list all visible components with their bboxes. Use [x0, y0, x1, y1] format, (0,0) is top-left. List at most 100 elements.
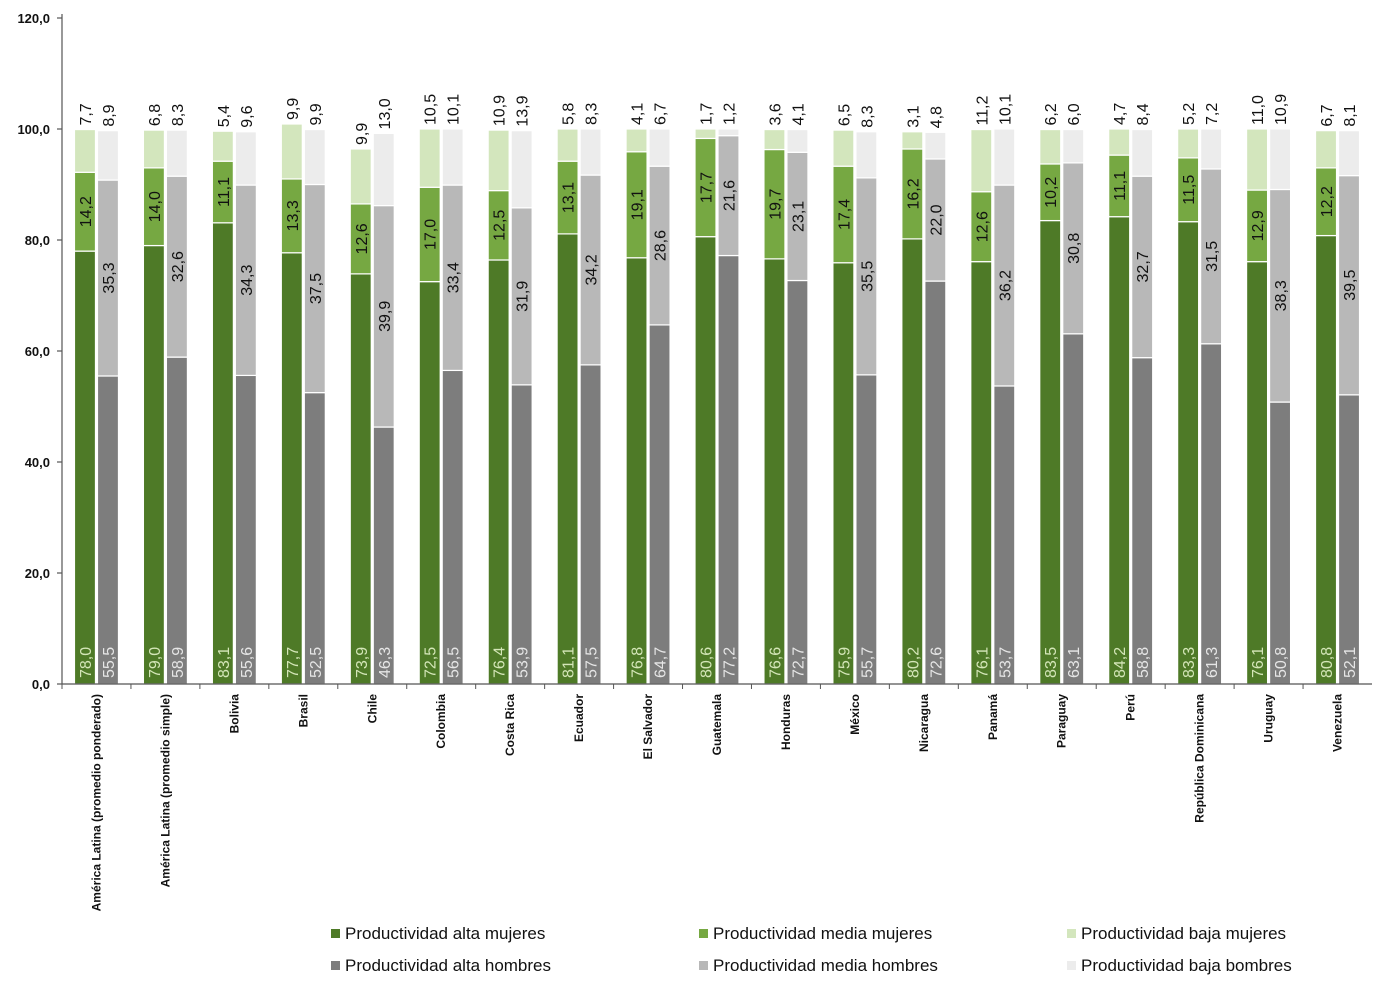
- data-label: 53,7: [997, 647, 1014, 678]
- legend-swatch: [699, 961, 708, 970]
- bar-segment: [1062, 128, 1085, 164]
- legend-label: Productividad media mujeres: [713, 924, 932, 943]
- bar-segment: [1131, 357, 1154, 685]
- data-label: 12,6: [354, 223, 371, 254]
- bar-segment: [1268, 401, 1292, 685]
- y-tick-label: 60,0: [25, 344, 50, 359]
- bar-segment: [96, 375, 120, 685]
- data-label: 81,1: [561, 647, 578, 678]
- x-tick-label: Chile: [365, 694, 379, 724]
- x-tick-label: Uruguay: [1262, 694, 1276, 743]
- data-label: 9,9: [285, 98, 302, 120]
- data-label: 3,1: [905, 105, 922, 127]
- data-label: 13,0: [377, 98, 394, 129]
- data-label: 50,8: [1273, 647, 1290, 678]
- data-label: 1,7: [699, 103, 716, 125]
- data-label: 16,2: [905, 178, 922, 209]
- data-label: 8,3: [584, 103, 601, 125]
- data-label: 80,6: [699, 647, 716, 678]
- bar-segment: [625, 257, 648, 685]
- data-label: 17,7: [699, 172, 716, 203]
- data-label: 52,1: [1342, 647, 1359, 678]
- bar-segment: [832, 129, 855, 167]
- y-tick-label: 20,0: [25, 566, 50, 581]
- data-label: 12,5: [492, 210, 509, 241]
- data-label: 28,6: [653, 230, 670, 261]
- data-label: 39,9: [377, 301, 394, 332]
- bar-segment: [1039, 219, 1062, 685]
- data-label: 72,5: [423, 647, 440, 678]
- bar-segment: [970, 261, 993, 685]
- bar-segment: [165, 356, 189, 685]
- bar-segment: [1337, 394, 1361, 685]
- legend: Productividad alta mujeres Productividad …: [331, 924, 1292, 975]
- data-label: 11,2: [974, 96, 991, 126]
- bar-segment: [303, 392, 326, 685]
- bar-segment: [1200, 343, 1223, 685]
- data-label: 6,0: [1066, 103, 1083, 125]
- data-label: 8,3: [859, 105, 876, 127]
- bar-segment: [1337, 130, 1361, 177]
- bar-segment: [1039, 128, 1062, 165]
- data-label: 53,9: [515, 647, 532, 678]
- x-tick-label: El Salvador: [641, 694, 655, 760]
- bar-segment: [280, 123, 303, 180]
- bar-segment: [234, 131, 257, 186]
- data-label: 8,3: [170, 104, 187, 126]
- data-label: 63,1: [1066, 647, 1083, 678]
- bar-segment: [556, 128, 579, 162]
- data-label: 79,0: [147, 647, 164, 678]
- legend-label: Productividad alta mujeres: [345, 924, 545, 943]
- bar-segment: [763, 128, 786, 151]
- legend-label: Productividad media hombres: [713, 956, 938, 975]
- data-label: 10,1: [997, 94, 1014, 125]
- data-label: 10,9: [492, 95, 509, 126]
- data-label: 32,7: [1135, 251, 1152, 282]
- data-label: 11,1: [1112, 171, 1129, 201]
- bar-segment: [142, 244, 166, 685]
- data-label: 10,5: [423, 94, 440, 125]
- data-label: 1,2: [722, 103, 739, 125]
- data-label: 73,9: [354, 647, 371, 678]
- data-label: 77,2: [722, 647, 739, 678]
- x-tick-label: Guatemala: [710, 694, 724, 756]
- bar-segment: [487, 259, 510, 685]
- data-label: 17,0: [423, 219, 440, 250]
- bar-segment: [1177, 128, 1200, 159]
- bar-segment: [556, 233, 579, 685]
- data-label: 14,2: [78, 196, 95, 227]
- data-label: 10,1: [446, 94, 463, 125]
- x-tick-label: Venezuela: [1331, 694, 1345, 752]
- data-label: 37,5: [308, 273, 325, 304]
- bar-segment: [487, 129, 510, 192]
- data-label: 34,3: [239, 265, 256, 296]
- data-label: 32,6: [170, 251, 187, 282]
- bar-segment: [349, 148, 372, 205]
- data-label: 83,5: [1043, 647, 1060, 678]
- data-label: 4,1: [630, 103, 647, 125]
- axes-layer: 0,0 20,0 40,0 60,0 80,0 100,0 120,0 América Lat…: [17, 11, 1372, 911]
- data-label: 5,2: [1181, 103, 1198, 125]
- y-tick-label: 100,0: [17, 122, 50, 137]
- data-label: 31,5: [1204, 241, 1221, 272]
- data-label: 30,8: [1066, 233, 1083, 264]
- data-label: 36,2: [997, 270, 1014, 301]
- bar-segment: [855, 374, 878, 685]
- y-tick-label: 0,0: [32, 677, 50, 692]
- y-tick-label: 40,0: [25, 455, 50, 470]
- data-label: 21,6: [722, 180, 739, 211]
- data-label: 35,3: [101, 262, 118, 293]
- data-label: 4,8: [928, 106, 945, 128]
- x-tick-label: Panamá: [986, 694, 1000, 740]
- bar-segment: [901, 238, 924, 685]
- bar-segment: [1177, 221, 1200, 685]
- x-tick-label: Bolivia: [227, 694, 241, 734]
- data-label: 33,4: [446, 262, 463, 293]
- bar-segment: [349, 273, 372, 685]
- legend-swatch: [699, 929, 708, 938]
- data-label: 76,1: [1250, 647, 1267, 678]
- bar-segment: [96, 130, 120, 181]
- data-label: 23,1: [790, 201, 807, 232]
- x-tick-label: Costa Rica: [503, 694, 517, 756]
